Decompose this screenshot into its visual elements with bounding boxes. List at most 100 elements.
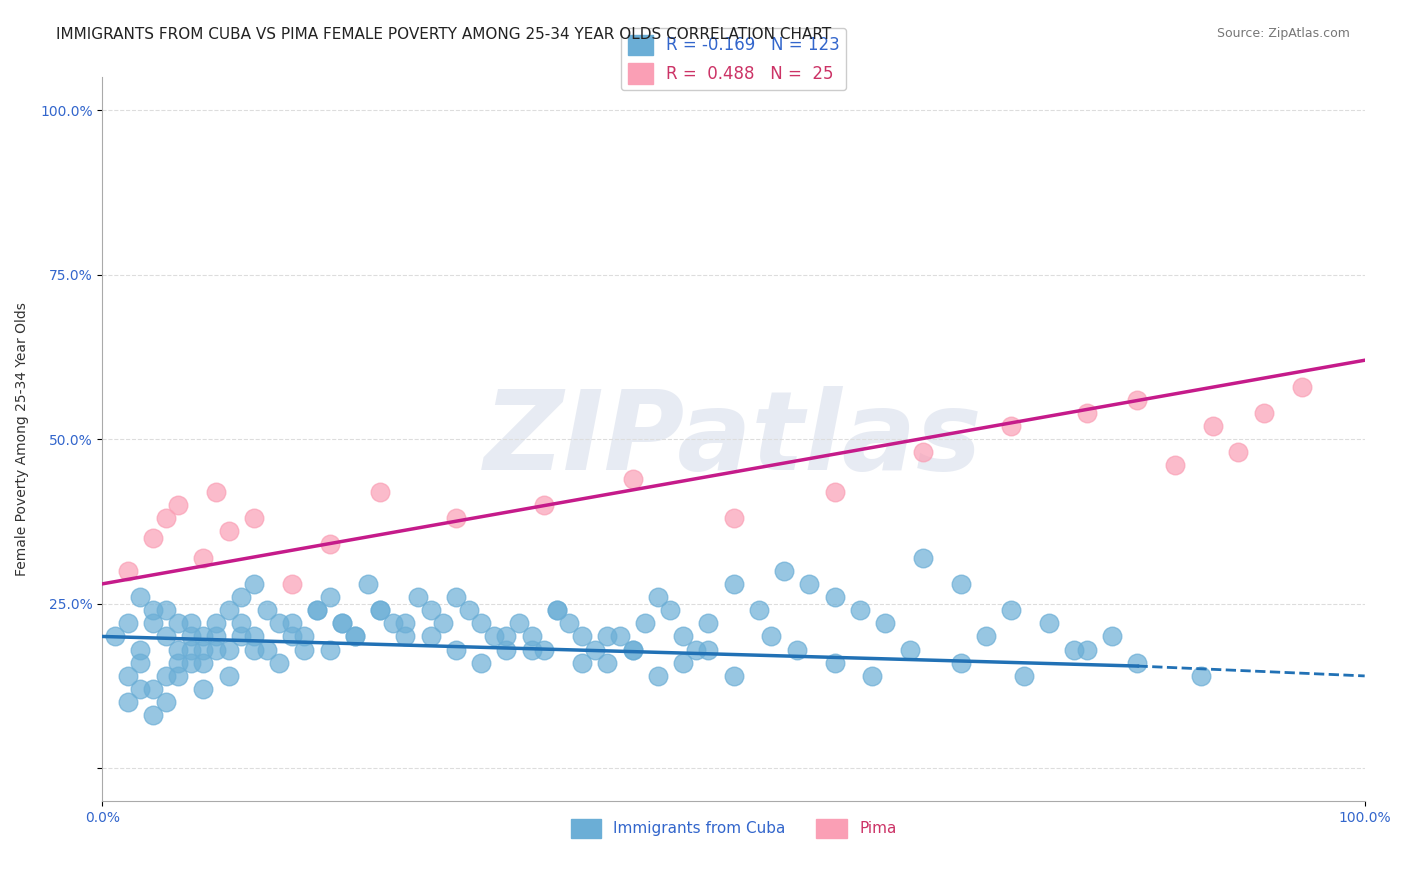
Point — [193, 682, 215, 697]
Point — [294, 630, 316, 644]
Point — [672, 630, 695, 644]
Point — [824, 484, 846, 499]
Point — [1189, 669, 1212, 683]
Point — [129, 656, 152, 670]
Point — [205, 642, 228, 657]
Point — [647, 669, 669, 683]
Point — [723, 669, 745, 683]
Point — [949, 577, 972, 591]
Point — [155, 603, 177, 617]
Point — [1291, 379, 1313, 393]
Text: ZIPatlas: ZIPatlas — [484, 385, 983, 492]
Point — [786, 642, 808, 657]
Point — [773, 564, 796, 578]
Point — [381, 616, 404, 631]
Legend: Immigrants from Cuba, Pima: Immigrants from Cuba, Pima — [565, 813, 903, 844]
Point — [482, 630, 505, 644]
Point — [167, 656, 190, 670]
Point — [444, 642, 467, 657]
Point — [167, 498, 190, 512]
Point — [269, 656, 291, 670]
Point — [1101, 630, 1123, 644]
Point — [873, 616, 896, 631]
Point — [343, 630, 366, 644]
Point — [583, 642, 606, 657]
Point — [723, 577, 745, 591]
Point — [470, 616, 492, 631]
Point — [406, 590, 429, 604]
Point — [318, 590, 340, 604]
Point — [167, 669, 190, 683]
Point — [205, 630, 228, 644]
Point — [180, 630, 202, 644]
Point — [305, 603, 328, 617]
Point — [205, 616, 228, 631]
Point — [849, 603, 872, 617]
Point — [520, 630, 543, 644]
Point — [546, 603, 568, 617]
Point — [470, 656, 492, 670]
Point — [142, 603, 165, 617]
Point — [596, 630, 619, 644]
Point — [824, 590, 846, 604]
Point — [281, 630, 304, 644]
Point — [974, 630, 997, 644]
Point — [697, 642, 720, 657]
Point — [1012, 669, 1035, 683]
Point — [697, 616, 720, 631]
Point — [193, 656, 215, 670]
Point — [508, 616, 530, 631]
Point — [281, 577, 304, 591]
Point — [911, 445, 934, 459]
Point — [243, 577, 266, 591]
Point — [142, 682, 165, 697]
Y-axis label: Female Poverty Among 25-34 Year Olds: Female Poverty Among 25-34 Year Olds — [15, 302, 30, 576]
Point — [659, 603, 682, 617]
Point — [860, 669, 883, 683]
Point — [155, 669, 177, 683]
Point — [180, 616, 202, 631]
Point — [117, 564, 139, 578]
Point — [546, 603, 568, 617]
Point — [685, 642, 707, 657]
Point — [799, 577, 821, 591]
Point — [356, 577, 378, 591]
Text: IMMIGRANTS FROM CUBA VS PIMA FEMALE POVERTY AMONG 25-34 YEAR OLDS CORRELATION CH: IMMIGRANTS FROM CUBA VS PIMA FEMALE POVE… — [56, 27, 831, 42]
Point — [231, 590, 253, 604]
Point — [142, 708, 165, 723]
Point — [368, 603, 391, 617]
Point — [104, 630, 127, 644]
Point — [1202, 419, 1225, 434]
Point — [1126, 656, 1149, 670]
Point — [1000, 419, 1022, 434]
Point — [218, 642, 240, 657]
Point — [444, 590, 467, 604]
Point — [218, 669, 240, 683]
Point — [294, 642, 316, 657]
Point — [305, 603, 328, 617]
Point — [520, 642, 543, 657]
Point — [558, 616, 581, 631]
Point — [129, 590, 152, 604]
Point — [117, 669, 139, 683]
Point — [1063, 642, 1085, 657]
Point — [647, 590, 669, 604]
Point — [432, 616, 454, 631]
Point — [571, 630, 593, 644]
Point — [495, 642, 517, 657]
Point — [269, 616, 291, 631]
Point — [256, 642, 278, 657]
Point — [1076, 406, 1098, 420]
Point — [761, 630, 783, 644]
Point — [129, 642, 152, 657]
Point — [621, 642, 644, 657]
Point — [318, 537, 340, 551]
Point — [1076, 642, 1098, 657]
Point — [167, 616, 190, 631]
Point — [533, 642, 555, 657]
Point — [911, 550, 934, 565]
Point — [898, 642, 921, 657]
Point — [368, 603, 391, 617]
Point — [748, 603, 770, 617]
Point — [218, 524, 240, 539]
